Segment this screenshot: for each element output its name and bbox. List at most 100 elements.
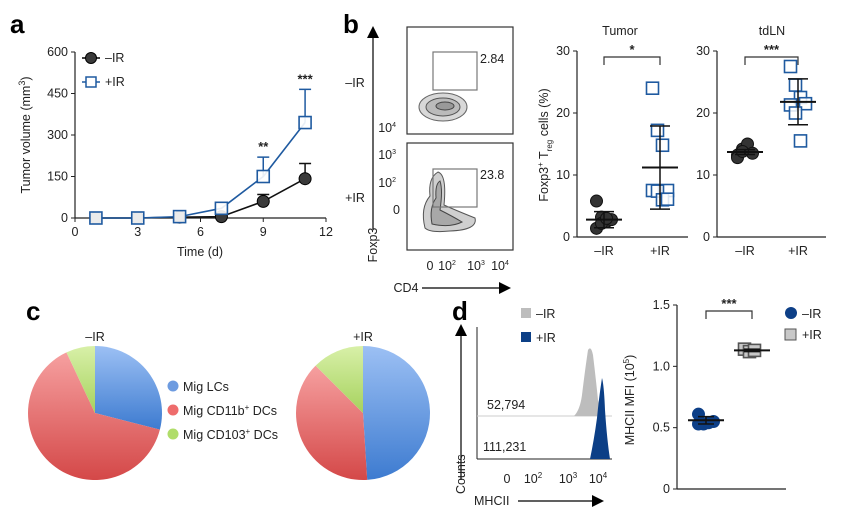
plot-frame <box>406 142 514 251</box>
tick-label: 104 <box>589 471 608 486</box>
data-point-pos <box>256 169 271 184</box>
data-point-pos <box>645 81 660 95</box>
contour <box>430 180 464 227</box>
data-point-pos <box>660 192 675 206</box>
histogram-neg <box>574 348 602 416</box>
tick-label: 104 <box>378 121 396 135</box>
contour <box>435 101 455 111</box>
foxp3-label: Foxp3 <box>366 228 380 263</box>
chart-title: tdLN <box>759 24 785 38</box>
flow-cytometry-plots: Foxp3 –IR +IR 2.84 23.8 0 102 103 104 0 … <box>345 26 514 295</box>
legend-label-neg: –IR <box>105 51 124 65</box>
y-tick-label: 30 <box>556 44 570 58</box>
legend-marker-pos <box>784 328 797 341</box>
plot-area: 0 10 20 30 –IR +IR * <box>556 42 688 258</box>
pie-neg <box>27 346 162 480</box>
legend-marker-neg <box>521 308 531 318</box>
y-tick-label: 150 <box>47 170 68 184</box>
count-pos: 111,231 <box>483 440 526 454</box>
significance-marker: * <box>629 42 635 57</box>
x-tick-label: –IR <box>594 244 613 258</box>
data-point-pos <box>172 209 187 224</box>
data-point-pos <box>788 78 803 92</box>
legend: –IR +IR <box>82 51 125 89</box>
plot-area: 0 10 20 30 –IR +IR *** <box>696 42 826 258</box>
dc-pie-charts: –IR +IR Mig LCs Mig CD11b+ DCs Mig CD103… <box>27 330 431 480</box>
legend-marker-pos <box>521 332 531 342</box>
mhcii-histogram: –IR +IR Counts 52,794 111,231 0 102 103 … <box>454 307 612 508</box>
data-point-neg <box>590 194 603 208</box>
data-point-pos <box>793 134 808 148</box>
y-tick-label: 1.0 <box>653 359 670 373</box>
legend-label-pos: +IR <box>802 328 822 342</box>
x-tick-label: 9 <box>260 225 267 239</box>
plot-area: 0 0.5 1.0 1.5 *** <box>653 296 786 496</box>
data-point-neg <box>256 194 270 208</box>
cd4-label: CD4 <box>393 281 418 295</box>
significance-marker: *** <box>721 296 737 311</box>
histogram-pos <box>590 378 610 459</box>
y-tick-label: 1.5 <box>653 298 670 312</box>
tick-label: 104 <box>491 259 509 273</box>
y-tick-label: 10 <box>696 168 710 182</box>
x-axis-label: Time (d) <box>177 245 223 259</box>
tick-label: 102 <box>378 176 396 190</box>
data-point-pos <box>89 211 103 225</box>
legend-marker-neg <box>785 307 797 319</box>
data-point-pos <box>298 115 312 130</box>
treg-tdln-chart: tdLN 0 10 20 30 –IR +IR *** <box>696 24 826 258</box>
legend-label: Mig CD11b+ DCs <box>183 403 277 418</box>
plot-frame <box>406 26 514 135</box>
panel-label-a: a <box>10 9 25 39</box>
tick-label: 0 <box>393 203 400 217</box>
data-point-pos <box>655 138 670 153</box>
legend-label: Mig CD103+ DCs <box>183 427 278 442</box>
y-tick-label: 30 <box>696 44 710 58</box>
tick-label: 102 <box>438 259 456 273</box>
row-label-neg: –IR <box>345 76 364 90</box>
y-tick-label: 0.5 <box>653 421 670 435</box>
flow-plot-neg: 2.84 <box>406 26 514 135</box>
tick-label: 103 <box>378 148 396 162</box>
legend-label-pos: +IR <box>536 331 556 345</box>
gate <box>432 51 478 91</box>
y-tick-label: 0 <box>703 230 710 244</box>
gate-value: 23.8 <box>480 168 504 182</box>
pie-slice-cd103 <box>315 346 363 413</box>
x-tick-label: 0 <box>72 225 79 239</box>
significance-marker: *** <box>297 71 313 86</box>
gate <box>432 168 478 208</box>
pie-legend: Mig LCs Mig CD11b+ DCs Mig CD103+ DCs <box>167 380 278 442</box>
legend-marker-lcs <box>167 380 179 392</box>
flow-plot-pos: 23.8 <box>406 142 514 251</box>
pie-slice-cd11b <box>27 352 160 480</box>
mhcii-mfi-chart: MHCII MFI (105) 0 0.5 1.0 1.5 *** –IR +IR <box>622 296 822 496</box>
pie-slice-cd103 <box>66 346 95 413</box>
legend-label-neg: –IR <box>536 307 555 321</box>
pie-slice-lcs <box>363 346 431 480</box>
y-tick-label: 0 <box>563 230 570 244</box>
pie-slice-cd11b <box>296 365 368 480</box>
data-point-neg <box>298 172 312 186</box>
series-group: ***** <box>89 71 314 225</box>
y-axis-label: MHCII MFI (105) <box>622 355 637 446</box>
axes: 0 150 300 450 600 0 3 6 9 12 <box>47 45 333 239</box>
y-tick-label: 20 <box>556 106 570 120</box>
y-tick-label: 300 <box>47 128 68 142</box>
pie-title-neg: –IR <box>85 330 104 344</box>
panel-label-d: d <box>452 296 468 326</box>
significance-bracket <box>744 56 799 65</box>
y-tick-label: 0 <box>663 482 670 496</box>
gate-value: 2.84 <box>480 52 504 66</box>
pie-title-pos: +IR <box>353 330 373 344</box>
legend-label: Mig LCs <box>183 380 229 394</box>
tick-label: 0 <box>427 259 434 273</box>
data-point-neg <box>600 211 613 225</box>
count-neg: 52,794 <box>487 398 525 412</box>
series-line-pos <box>95 122 306 219</box>
chart-title: Tumor <box>602 24 638 38</box>
pie-pos <box>296 346 431 480</box>
foxp3-ticks: 0 102 103 104 <box>378 121 400 217</box>
legend-marker-cd11b <box>167 404 179 416</box>
